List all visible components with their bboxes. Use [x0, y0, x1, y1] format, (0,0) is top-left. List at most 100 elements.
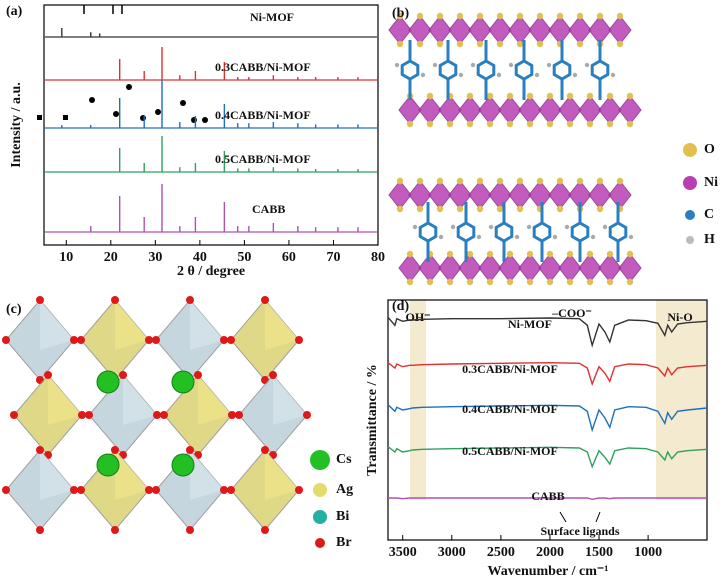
series-label: 0.4CABB/Ni-MOF — [462, 402, 558, 416]
annotation: Ni-O — [667, 310, 692, 324]
o-atom — [426, 278, 434, 286]
o-atom — [446, 250, 454, 258]
benzene-ring — [418, 221, 438, 243]
legend-swatch — [313, 483, 327, 497]
br-atom — [295, 336, 303, 344]
o-atom — [536, 12, 544, 20]
br-atom — [77, 336, 85, 344]
series-label: 0.5CABB/Ni-MOF — [215, 152, 311, 166]
br-atom — [119, 371, 127, 379]
o-atom — [466, 92, 474, 100]
br-atom — [186, 446, 194, 454]
h-atom — [412, 224, 418, 230]
o-atom — [486, 278, 494, 286]
x-tick-label: 70 — [326, 250, 340, 265]
x-tick-label: 50 — [237, 250, 251, 265]
o-atom — [576, 40, 584, 48]
o-atom — [496, 205, 504, 213]
h-atom — [572, 72, 578, 78]
benzene-ring — [456, 221, 476, 243]
legend-label: C — [704, 207, 714, 222]
legend-swatch — [683, 176, 697, 190]
octahedron-face — [190, 450, 224, 500]
o-atom — [416, 12, 424, 20]
br-atom — [186, 296, 194, 304]
ni-octahedron — [618, 253, 642, 283]
octahedron-face — [190, 300, 224, 350]
o-atom — [476, 205, 484, 213]
series-label: 0.4CABB/Ni-MOF — [215, 108, 311, 122]
octahedron-face — [48, 375, 82, 425]
br-atom — [78, 411, 86, 419]
benzene-ring — [608, 221, 628, 243]
o-atom — [556, 177, 564, 185]
ni-octahedron — [608, 15, 632, 45]
ni-octahedron — [578, 253, 602, 283]
y-axis-label: Transmittance / % — [365, 364, 380, 476]
br-atom — [227, 336, 235, 344]
o-atom — [456, 12, 464, 20]
o-atom — [406, 120, 414, 128]
o-atom — [526, 120, 534, 128]
circle-marker — [140, 115, 146, 121]
ni-octahedron — [408, 15, 432, 45]
cs-atom — [96, 370, 120, 394]
circle-marker — [89, 97, 95, 103]
ni-octahedron — [458, 253, 482, 283]
o-atom — [586, 120, 594, 128]
o-atom — [416, 205, 424, 213]
h-atom — [552, 234, 558, 240]
ni-octahedron — [468, 180, 492, 210]
panel-label: (d) — [392, 299, 409, 314]
benzene-ring — [590, 59, 610, 81]
o-atom — [436, 205, 444, 213]
ni-octahedron — [418, 253, 442, 283]
br-atom — [295, 486, 303, 494]
ni-octahedron — [558, 253, 582, 283]
br-atom — [261, 446, 269, 454]
o-atom — [536, 177, 544, 185]
o-atom — [486, 120, 494, 128]
br-atom — [111, 296, 119, 304]
o-atom — [406, 250, 414, 258]
ni-octahedron — [458, 95, 482, 125]
legend-swatch — [315, 538, 325, 548]
spectrum-line — [388, 497, 707, 501]
o-atom — [496, 40, 504, 48]
br-atom — [160, 411, 168, 419]
br-atom — [36, 526, 44, 534]
x-axis-label: Wavenumber / cm⁻¹ — [488, 564, 609, 579]
o-atom — [446, 120, 454, 128]
o-atom — [566, 92, 574, 100]
o-atom — [456, 177, 464, 185]
ni-octahedron — [488, 15, 512, 45]
legend-swatch — [686, 236, 694, 244]
o-atom — [576, 12, 584, 20]
ni-octahedron — [608, 180, 632, 210]
br-atom — [77, 486, 85, 494]
legend-swatch — [683, 143, 697, 157]
cs-atom — [171, 370, 195, 394]
o-atom — [466, 250, 474, 258]
series-label: Ni-MOF — [508, 317, 552, 331]
o-atom — [626, 92, 634, 100]
h-atom — [458, 72, 464, 78]
ni-octahedron — [448, 15, 472, 45]
ni-octahedron — [428, 15, 452, 45]
x-tick-label: 40 — [193, 250, 207, 265]
o-atom — [466, 120, 474, 128]
o-atom — [536, 40, 544, 48]
o-atom — [606, 250, 614, 258]
br-atom — [153, 411, 161, 419]
o-atom — [606, 92, 614, 100]
h-atom — [514, 234, 520, 240]
series-label: CABB — [531, 489, 564, 503]
o-atom — [506, 120, 514, 128]
cs-atom — [96, 453, 120, 477]
br-atom — [152, 486, 160, 494]
br-atom — [220, 486, 228, 494]
br-atom — [36, 296, 44, 304]
ni-octahedron — [508, 180, 532, 210]
o-atom — [586, 250, 594, 258]
br-atom — [303, 411, 311, 419]
